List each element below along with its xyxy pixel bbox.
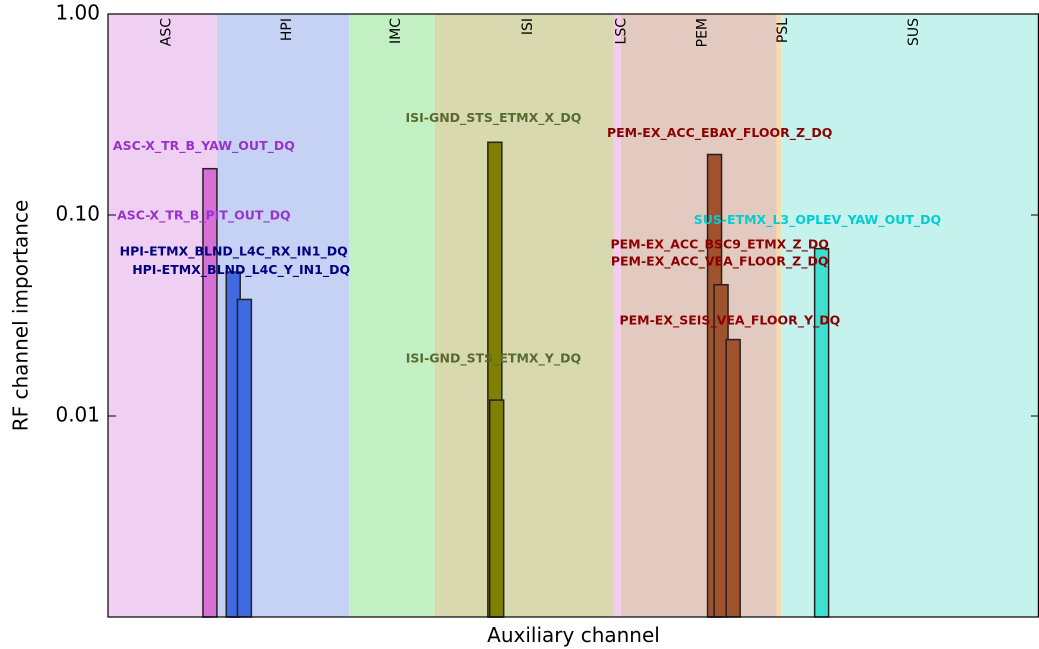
bar	[488, 399, 505, 618]
band-lsc	[613, 14, 621, 617]
y-axis-ticks: 0.01 0.10 1.00	[55, 1, 1039, 427]
bar	[202, 167, 218, 618]
channel-annotation: PEM-EX_SEIS_VEA_FLOOR_Y_DQ	[619, 313, 840, 329]
band-imc	[349, 14, 435, 617]
bars	[202, 141, 830, 618]
channel-annotation: PEM-EX_ACC_BSC9_ETMX_Z_DQ	[610, 237, 828, 253]
channel-annotation: HPI-ETMX_BLND_L4C_Y_IN1_DQ	[132, 262, 350, 278]
band-label-psl: PSL	[775, 18, 791, 43]
band-asc	[108, 14, 217, 617]
bar	[813, 247, 830, 618]
subsystem-labels: ASC HPI IMC ISI LSC PEM PSL SUS	[158, 18, 922, 48]
band-label-sus: SUS	[906, 18, 922, 46]
band-label-lsc: LSC	[613, 18, 629, 45]
band-label-pem: PEM	[695, 18, 711, 47]
channel-annotation: HPI-ETMX_BLND_L4C_RX_IN1_DQ	[120, 243, 348, 259]
channel-annotation: ISI-GND_STS_ETMX_X_DQ	[405, 110, 581, 126]
channel-annotation: ISI-GND_STS_ETMX_Y_DQ	[406, 350, 581, 366]
bar	[725, 338, 741, 618]
channel-annotation: PEM-EX_ACC_EBAY_FLOOR_Z_DQ	[607, 125, 832, 141]
band-psl	[776, 14, 782, 617]
band-label-imc: IMC	[388, 18, 404, 44]
band-label-asc: ASC	[158, 18, 174, 46]
plot-frame	[107, 13, 1039, 618]
channel-annotation: SUS-ETMX_L3_OPLEV_YAW_OUT_DQ	[694, 212, 941, 228]
y-tick-label: 1.00	[55, 1, 100, 25]
bar	[236, 298, 253, 618]
y-tick-label: 0.01	[55, 403, 100, 427]
band-isi	[434, 14, 614, 617]
y-tick-label: 0.10	[55, 202, 100, 226]
band-pem	[620, 14, 777, 617]
channel-annotation: ASC-X_TR_B_YAW_OUT_DQ	[113, 138, 295, 154]
y-axis-label: RF channel importance	[9, 200, 33, 432]
channel-annotations: ASC-X_TR_B_YAW_OUT_DQ ASC-X_TR_B_PIT_OUT_…	[113, 110, 941, 366]
channel-annotation: ASC-X_TR_B_PIT_OUT_DQ	[117, 207, 291, 223]
x-axis-label: Auxiliary channel	[487, 623, 660, 647]
channel-annotation: PEM-EX_ACC_VEA_FLOOR_Z_DQ	[611, 254, 829, 270]
band-label-hpi: HPI	[279, 18, 295, 41]
band-label-isi: ISI	[520, 18, 536, 35]
